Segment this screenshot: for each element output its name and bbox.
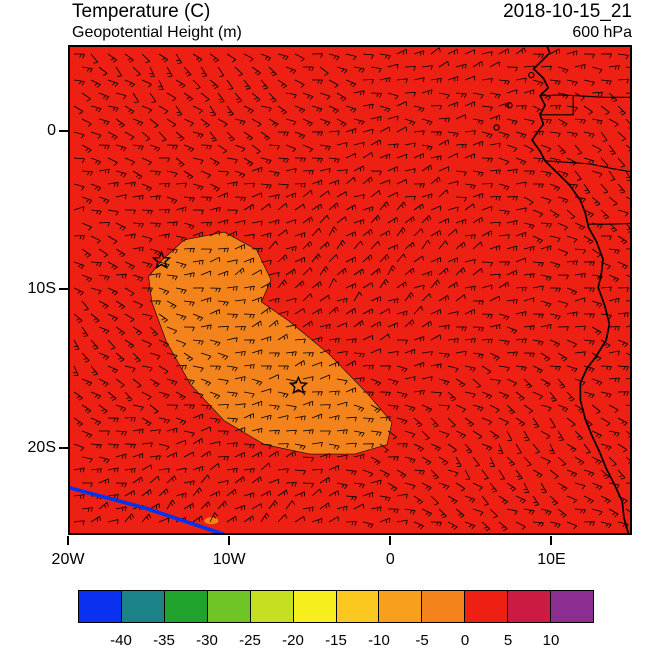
country-border [540,94,632,98]
y-axis-tick [59,446,68,449]
map-border [68,45,632,535]
wind-barbs [73,47,632,532]
x-axis-tick [550,536,553,545]
country-border [544,160,632,173]
country-border [588,222,632,225]
cool-patch-small [204,517,219,525]
colorbar-tick-label: 10 [542,632,560,649]
colorbar-cell [206,590,251,623]
x-axis-label: 0 [385,551,395,568]
colorbar-tick-label: 0 [460,632,470,649]
map-plot [68,45,632,535]
colorbar-tick-label: -10 [368,632,390,649]
colorbar-tick-label: -40 [110,632,132,649]
colorbar-cell [421,590,466,623]
star-marker [288,375,309,395]
y-axis-label: 20S [27,438,56,456]
colorbar-tick-label: -25 [239,632,261,649]
pressure-level: 600 hPa [572,24,632,41]
colorbar-cell [163,590,208,623]
cool-patch [148,231,393,455]
colorbar-cell [550,590,595,623]
y-axis-label: 10S [27,280,56,298]
country-border [540,95,574,116]
x-axis-tick [228,536,231,545]
y-axis-tick [59,129,68,132]
colorbar-cell [335,590,380,623]
island [493,124,500,131]
colorbar-cell [78,590,122,623]
colorbar-tick-label: -5 [415,632,429,649]
x-axis-label: 10E [537,551,566,568]
height-contour [68,485,227,535]
island [528,71,535,79]
colorbar-tick-label: -20 [282,632,304,649]
title-temperature: Temperature (C) [72,1,211,22]
x-axis-label: 20W [51,551,85,568]
colorbar-cell [292,590,337,623]
colorbar-tick-label: -15 [325,632,347,649]
x-axis-tick [389,536,392,545]
title-geopotential-height: Geopotential Height (m) [72,24,242,41]
colorbar-cell [507,590,552,623]
colorbar-cell [464,590,509,623]
colorbar [78,590,595,623]
colorbar-tick-label: -35 [153,632,175,649]
y-axis-label: 0 [47,121,56,139]
colorbar-cell [120,590,165,623]
colorbar-cell [378,590,423,623]
y-axis-tick [59,288,68,291]
star-marker [151,250,172,269]
x-axis-tick [67,536,69,545]
x-axis-label: 10W [212,551,246,568]
colorbar-cell [249,590,294,623]
island [506,102,513,109]
colorbar-tick-label: -30 [196,632,218,649]
coastline [531,45,630,535]
timestamp: 2018-10-15_21 [503,1,632,22]
colorbar-tick-label: 5 [503,632,513,649]
